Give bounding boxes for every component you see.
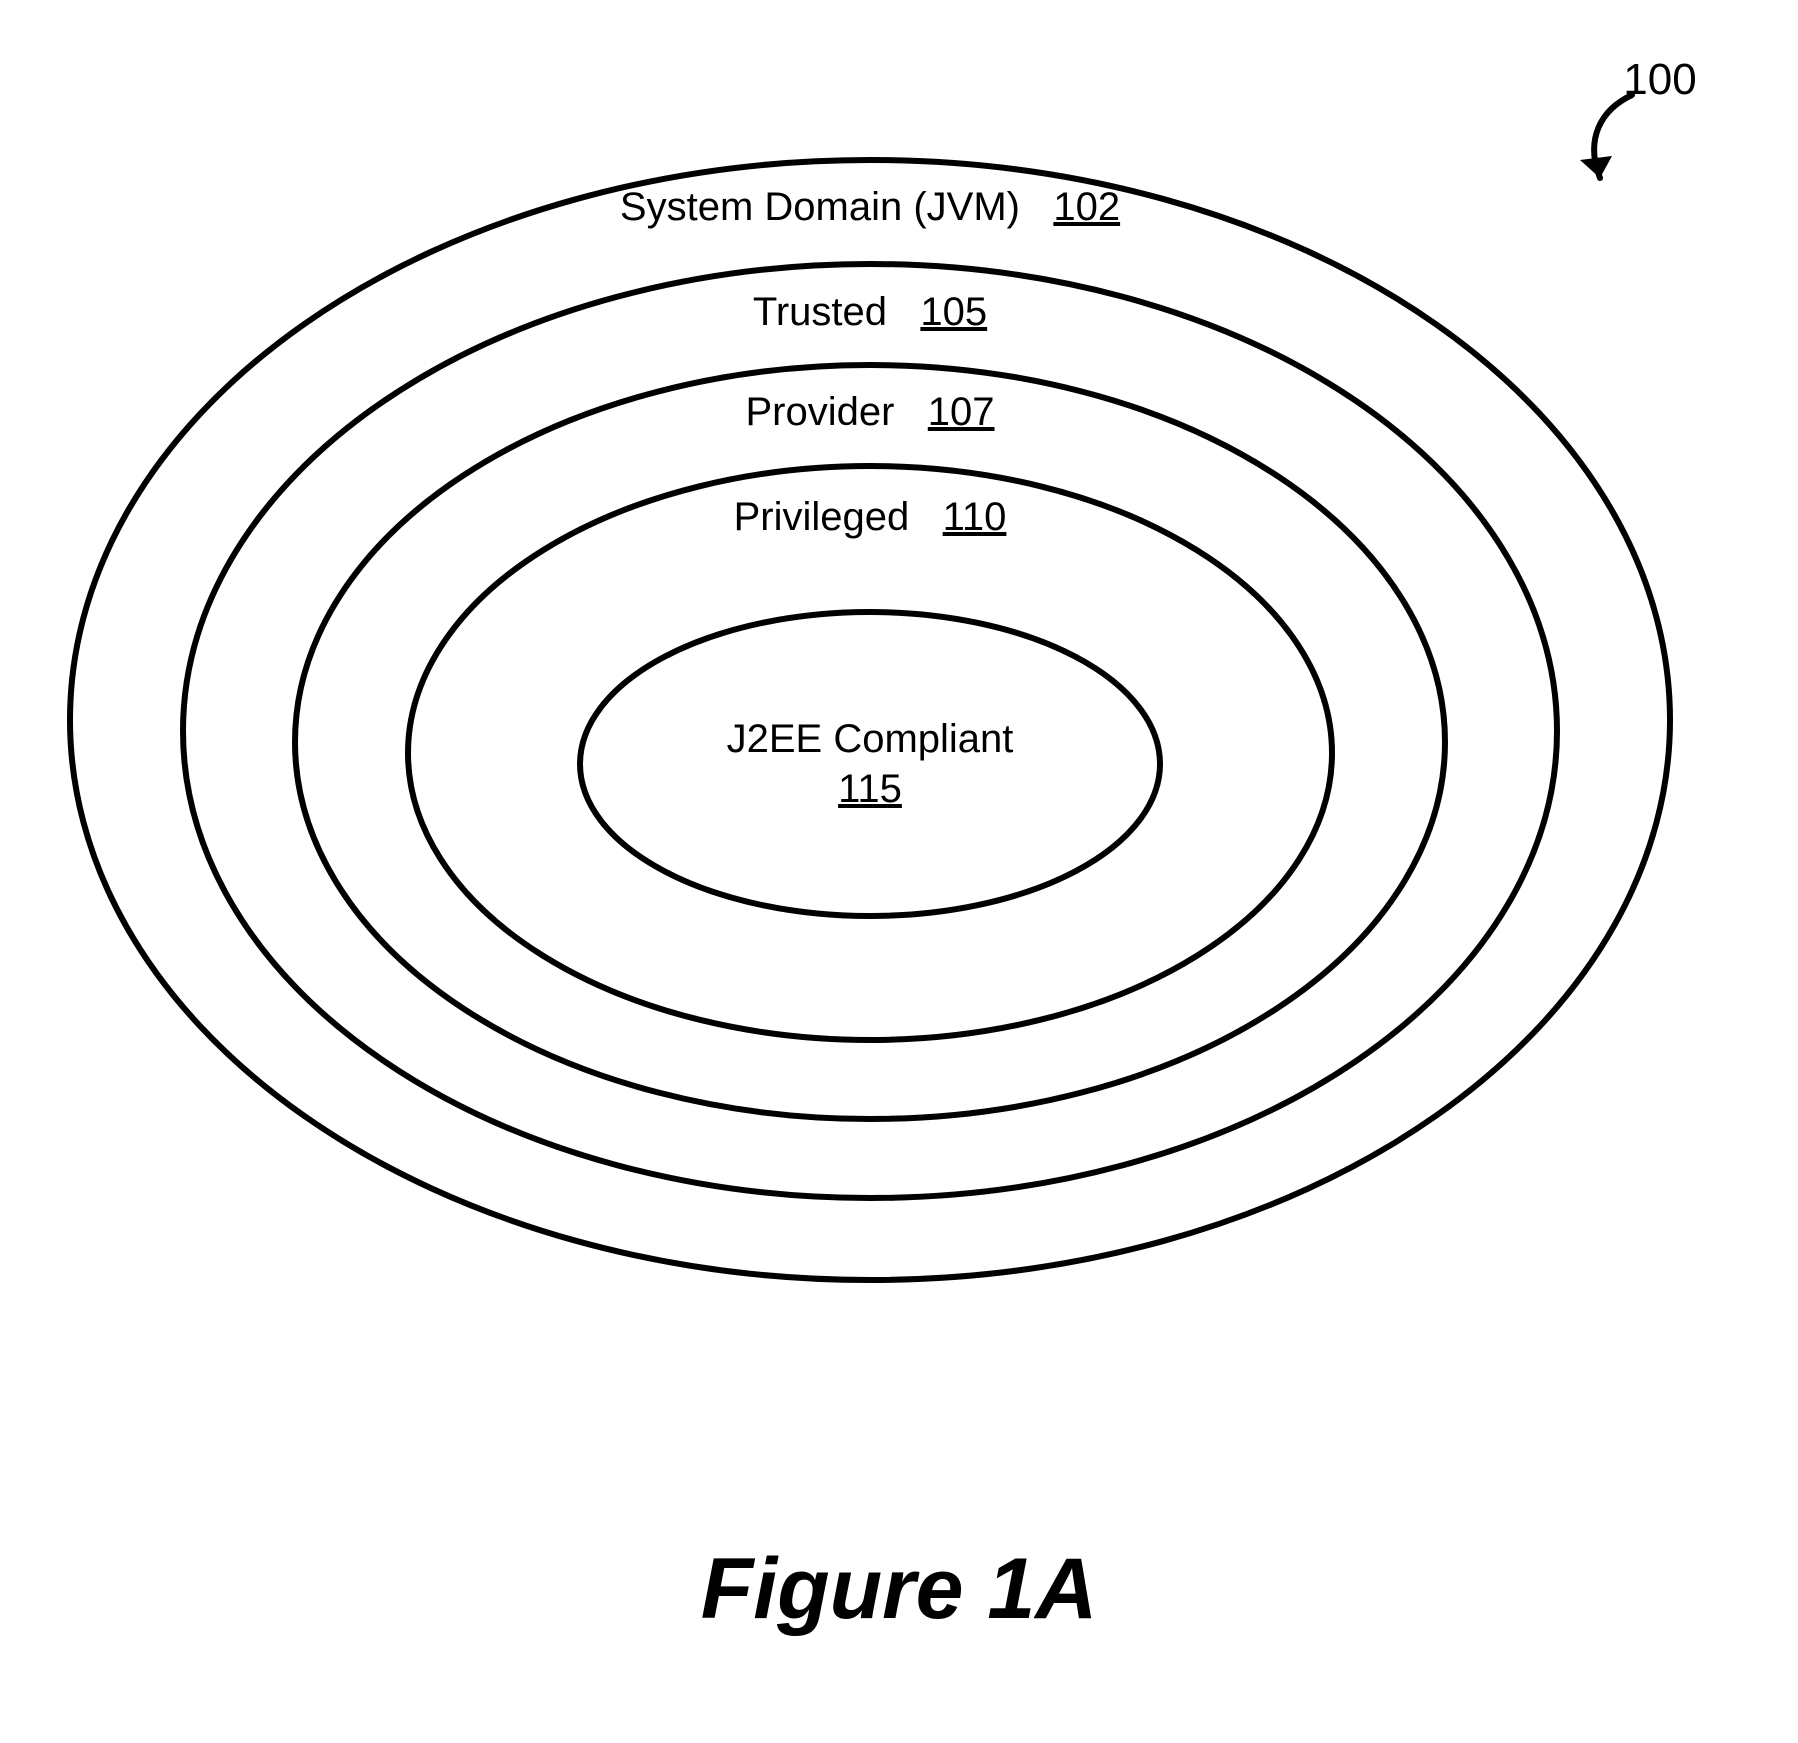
ring-text: Provider <box>745 390 894 434</box>
callout-text: 100 <box>1623 55 1696 104</box>
diagram-container: System Domain (JVM) 102 Trusted 105 Prov… <box>0 0 1798 1743</box>
ellipses-svg <box>0 0 1798 1743</box>
ring-ref-number: 107 <box>928 390 995 434</box>
figure-caption: Figure 1A <box>701 1540 1098 1639</box>
ring-label-provider: Provider 107 <box>745 390 994 435</box>
center-text: J2EE Compliant <box>727 714 1014 764</box>
ring-text: System Domain (JVM) <box>620 185 1020 229</box>
ring-label-privileged: Privileged 110 <box>734 495 1007 540</box>
ring-label-trusted: Trusted 105 <box>753 290 987 335</box>
figure-reference-number: 100 <box>1623 55 1696 105</box>
center-label-j2ee: J2EE Compliant 115 <box>727 714 1014 814</box>
caption-text: Figure 1A <box>701 1541 1098 1637</box>
center-ref-number: 115 <box>727 764 1014 814</box>
ring-ref-number: 102 <box>1053 185 1120 229</box>
ring-label-system-domain: System Domain (JVM) 102 <box>620 185 1120 230</box>
ring-ref-number: 105 <box>920 290 987 334</box>
ring-text: Privileged <box>734 495 910 539</box>
ring-ref-number: 110 <box>943 495 1007 539</box>
ring-text: Trusted <box>753 290 887 334</box>
